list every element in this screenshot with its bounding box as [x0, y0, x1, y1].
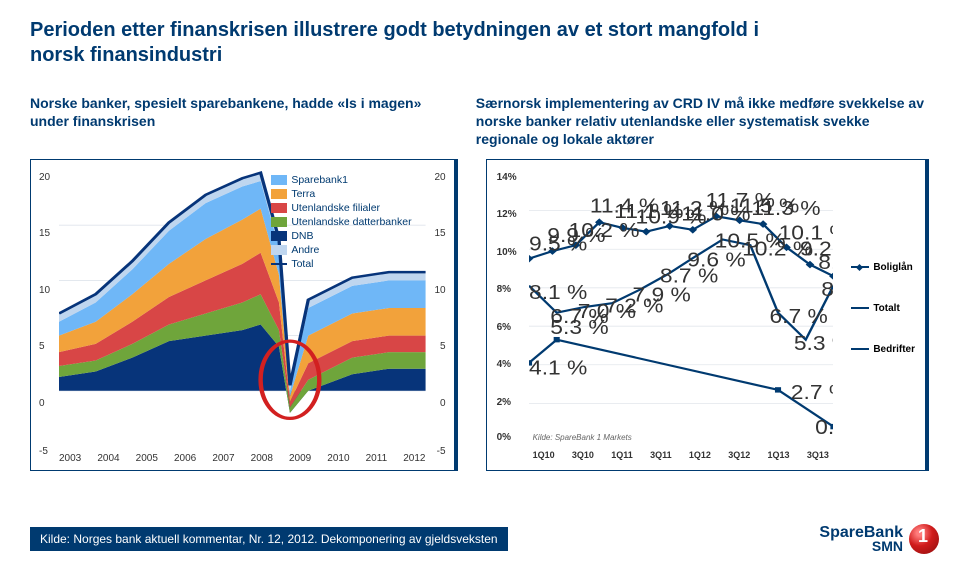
xtick: 2012	[403, 453, 425, 464]
subtitle-left: Norske banker, spesielt sparebankene, ha…	[30, 94, 444, 149]
xtick: 2008	[251, 453, 273, 464]
footnote: Kilde: Norges bank aktuell kommentar, Nr…	[30, 527, 508, 551]
svg-text:0.8 %: 0.8 %	[815, 415, 833, 438]
legend-label: Andre	[291, 244, 319, 256]
legend-label: Sparebank1	[291, 174, 348, 186]
swatch-icon	[271, 203, 287, 213]
ytick: 0	[39, 398, 45, 409]
swatch-icon	[271, 217, 287, 227]
ytick: 5	[39, 341, 45, 352]
svg-text:5.3 %: 5.3 %	[793, 331, 833, 354]
right-chart-plot: 14% 12% 10% 8% 6% 4% 2% 0%	[493, 166, 919, 464]
subtitle-right: Særnorsk implementering av CRD IV må ikk…	[476, 94, 929, 149]
line-icon	[271, 263, 287, 265]
ytick: 2%	[497, 397, 511, 408]
left-legend: Sparebank1 Terra Utenlandske filialer Ut…	[271, 174, 411, 272]
line-icon	[851, 348, 869, 350]
left-chart: 20 15 10 5 0 -5 20 15 10 5 0 -5	[30, 159, 458, 471]
ytick: 12%	[497, 209, 517, 220]
line-icon	[851, 266, 869, 268]
xtick: 3Q13	[807, 450, 829, 460]
ytick: 20	[39, 172, 50, 183]
legend-label: Totalt	[873, 303, 899, 314]
xtick: 1Q12	[689, 450, 711, 460]
swatch-icon	[271, 245, 287, 255]
xtick: 2010	[327, 453, 349, 464]
svg-text:8.6 %: 8.6 %	[818, 250, 833, 273]
right-source-note: Kilde: SpareBank 1 Markets	[533, 433, 632, 442]
right-chart-svg-wrap: 9.5 % 9.9 % 10.2 % 11.4 % 11.1 % 10.9 % …	[529, 172, 833, 442]
ytick: 8%	[497, 284, 511, 295]
xtick: 1Q11	[611, 450, 633, 460]
svg-text:5.3 %: 5.3 %	[550, 315, 608, 338]
brand-sub: SMN	[872, 539, 903, 553]
legend-label: Total	[291, 258, 313, 270]
ytick: 4%	[497, 359, 511, 370]
xtick: 2009	[289, 453, 311, 464]
svg-text:10.2 %: 10.2 %	[742, 236, 813, 259]
right-chart: 14% 12% 10% 8% 6% 4% 2% 0%	[486, 159, 929, 471]
xtick: 2011	[366, 453, 388, 464]
ytick: 6%	[497, 322, 511, 333]
svg-text:11.3 %: 11.3 %	[751, 196, 820, 219]
slide: Perioden etter finanskrisen illustrere g…	[0, 0, 959, 564]
left-x-axis: 2003 2004 2005 2006 2007 2008 2009 2010 …	[59, 453, 426, 464]
left-chart-plot: 20 15 10 5 0 -5 20 15 10 5 0 -5	[37, 166, 448, 464]
xtick: 2005	[136, 453, 158, 464]
svg-text:4.1 %: 4.1 %	[529, 355, 587, 378]
svg-text:2.7 %: 2.7 %	[790, 380, 833, 403]
legend-label: DNB	[291, 230, 313, 242]
legend-label: Utenlandske filialer	[291, 202, 380, 214]
ytick: 20	[434, 172, 445, 183]
swatch-icon	[271, 189, 287, 199]
legend-label: Bedrifter	[873, 344, 915, 355]
subtitle-row: Norske banker, spesielt sparebankene, ha…	[30, 94, 929, 149]
charts-row: 20 15 10 5 0 -5 20 15 10 5 0 -5	[30, 159, 929, 471]
swatch-icon	[271, 175, 287, 185]
brand-ball-icon: 1	[909, 524, 939, 554]
line-icon	[851, 307, 869, 309]
xtick: 3Q11	[650, 450, 672, 460]
ytick: 10%	[497, 247, 517, 258]
right-legend: Boliglån Totalt Bedrifter	[851, 262, 915, 385]
legend-label: Boliglån	[873, 262, 912, 273]
xtick: 1Q10	[533, 450, 555, 460]
ytick: 14%	[497, 172, 517, 183]
ytick: -5	[39, 446, 48, 457]
xtick: 2004	[97, 453, 119, 464]
right-chart-svg: 9.5 % 9.9 % 10.2 % 11.4 % 11.1 % 10.9 % …	[529, 172, 833, 442]
page-title: Perioden etter finanskrisen illustrere g…	[30, 18, 810, 68]
footer: Kilde: Norges bank aktuell kommentar, Nr…	[30, 524, 939, 554]
ytick: -5	[437, 446, 446, 457]
legend-label: Terra	[291, 188, 315, 200]
ytick: 10	[39, 285, 50, 296]
ytick: 0%	[497, 432, 511, 443]
ytick: 15	[434, 228, 445, 239]
xtick: 1Q13	[768, 450, 790, 460]
ytick: 15	[39, 228, 50, 239]
ytick: 5	[440, 341, 446, 352]
ytick: 0	[440, 398, 446, 409]
brand-logo: SpareBank SMN 1	[819, 524, 939, 554]
xtick: 3Q10	[572, 450, 594, 460]
legend-label: Utenlandske datterbanker	[291, 216, 411, 228]
xtick: 3Q12	[728, 450, 750, 460]
svg-text:8.1 %: 8.1 %	[821, 277, 833, 300]
svg-text:6.7 %: 6.7 %	[769, 304, 827, 327]
ytick: 10	[434, 285, 445, 296]
xtick: 2003	[59, 453, 81, 464]
swatch-icon	[271, 231, 287, 241]
right-x-axis: 1Q10 3Q10 1Q11 3Q11 1Q12 3Q12 1Q13 3Q13	[533, 450, 829, 460]
xtick: 2006	[174, 453, 196, 464]
xtick: 2007	[212, 453, 234, 464]
